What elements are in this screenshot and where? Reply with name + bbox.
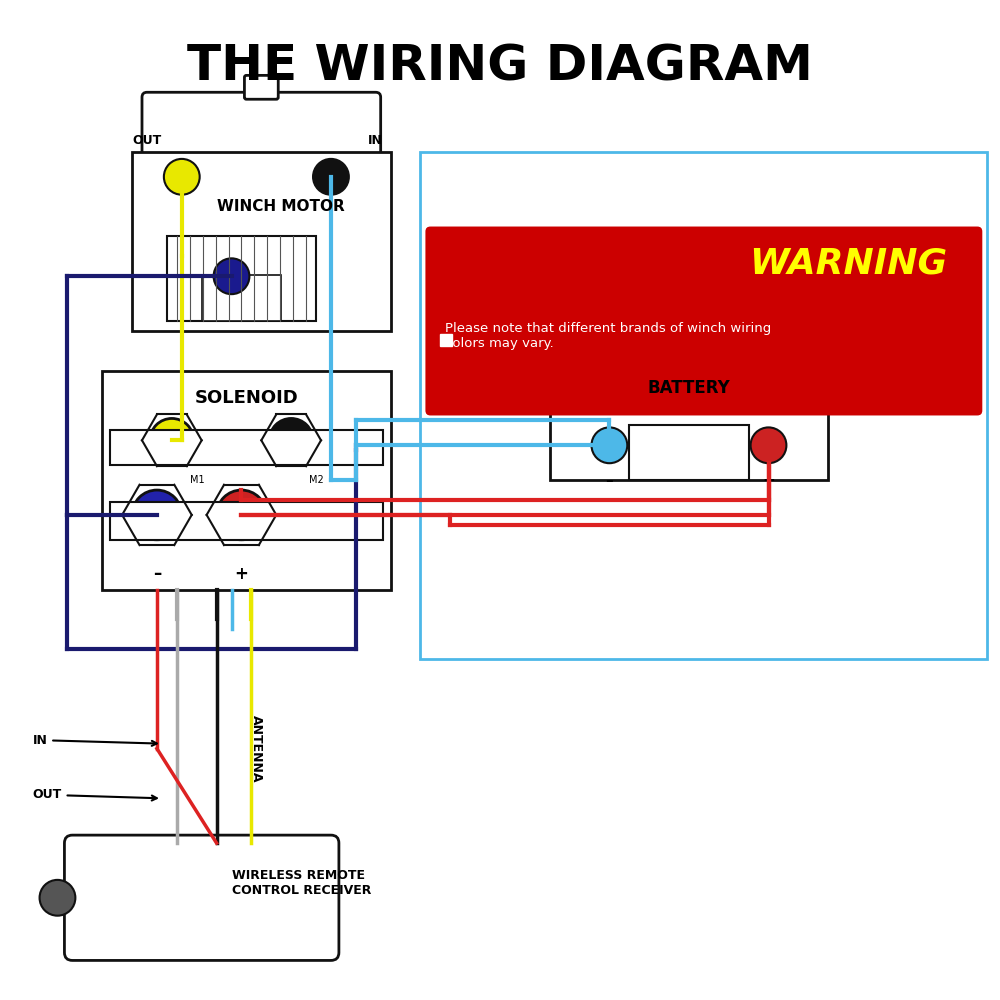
Text: WINCH MOTOR: WINCH MOTOR bbox=[217, 199, 345, 214]
Circle shape bbox=[751, 427, 786, 463]
Text: IN: IN bbox=[33, 734, 157, 747]
Text: Please note that different brands of winch wiring
colors may vary.: Please note that different brands of win… bbox=[445, 322, 772, 350]
Text: SOLENOID: SOLENOID bbox=[195, 389, 298, 407]
Bar bbox=[420, 152, 987, 659]
FancyBboxPatch shape bbox=[142, 92, 381, 157]
Text: OUT: OUT bbox=[33, 788, 157, 801]
Text: –: – bbox=[606, 473, 613, 488]
Bar bbox=[132, 152, 391, 331]
Circle shape bbox=[164, 159, 200, 195]
Text: +: + bbox=[762, 473, 775, 488]
Text: WIRELESS REMOTE
CONTROL RECEIVER: WIRELESS REMOTE CONTROL RECEIVER bbox=[232, 869, 371, 897]
FancyBboxPatch shape bbox=[425, 227, 982, 415]
Circle shape bbox=[40, 880, 75, 916]
Text: BATTERY: BATTERY bbox=[648, 379, 730, 397]
Circle shape bbox=[132, 490, 182, 540]
Bar bbox=[550, 361, 828, 480]
Text: WARNING: WARNING bbox=[749, 246, 948, 280]
Bar bbox=[167, 236, 316, 321]
Text: +: + bbox=[235, 565, 248, 583]
Text: IN: IN bbox=[368, 134, 383, 147]
Bar bbox=[110, 502, 383, 540]
Bar bbox=[440, 334, 452, 346]
Text: –: – bbox=[153, 565, 161, 583]
Circle shape bbox=[214, 258, 249, 294]
Circle shape bbox=[591, 427, 627, 463]
Circle shape bbox=[150, 418, 194, 462]
Bar bbox=[629, 425, 749, 480]
FancyBboxPatch shape bbox=[64, 835, 339, 960]
Bar bbox=[202, 275, 281, 321]
Text: OUT: OUT bbox=[132, 134, 162, 147]
Text: M1: M1 bbox=[190, 475, 204, 485]
Bar bbox=[102, 371, 391, 589]
Text: M2: M2 bbox=[309, 475, 324, 485]
Bar bbox=[110, 430, 383, 465]
FancyBboxPatch shape bbox=[244, 75, 278, 99]
Circle shape bbox=[217, 490, 266, 540]
Text: ANTENNA: ANTENNA bbox=[250, 715, 263, 782]
Circle shape bbox=[269, 418, 313, 462]
Text: THE WIRING DIAGRAM: THE WIRING DIAGRAM bbox=[187, 43, 813, 91]
Circle shape bbox=[313, 159, 349, 195]
